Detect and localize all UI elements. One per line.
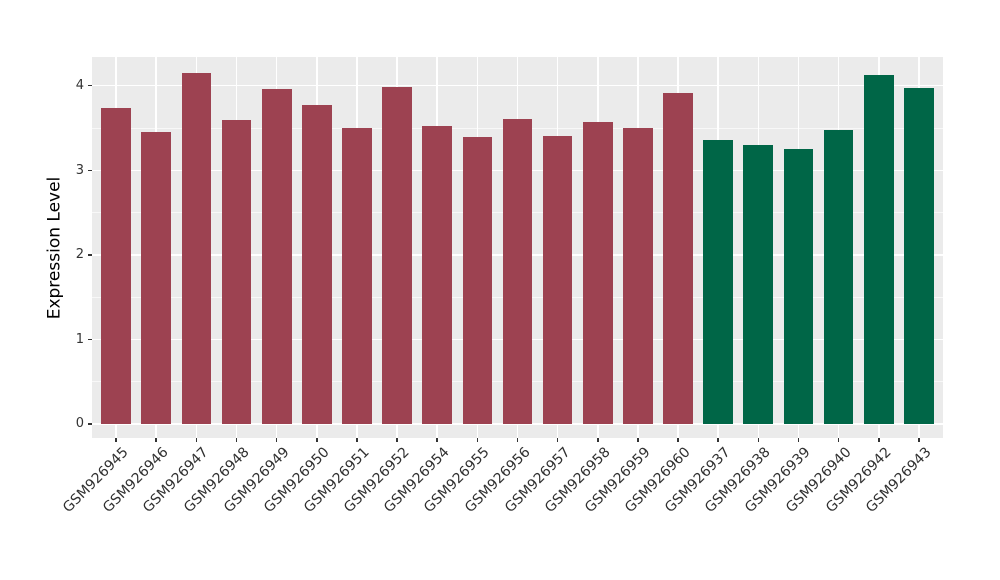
bar-GSM926959 (623, 128, 653, 424)
x-tick-mark (155, 438, 157, 442)
x-tick-mark (637, 438, 639, 442)
x-tick-mark (195, 438, 198, 442)
y-tick-label: 1 (75, 331, 84, 347)
bar-GSM926950 (301, 105, 332, 424)
bar-GSM926947 (181, 73, 212, 424)
x-tick-mark (837, 438, 840, 442)
x-tick-mark (356, 438, 358, 442)
x-tick-mark (757, 438, 760, 442)
bar-GSM926958 (582, 122, 613, 424)
bar-GSM926946 (141, 132, 172, 424)
x-tick-mark (717, 438, 719, 442)
bar-GSM926939 (783, 149, 814, 424)
x-tick-mark (597, 438, 599, 442)
y-tick-label: 2 (75, 247, 84, 263)
y-tick-mark (88, 423, 92, 425)
bar-GSM926955 (462, 137, 493, 424)
bar-GSM926937 (703, 139, 734, 424)
bar-GSM926949 (261, 89, 292, 424)
bar-GSM926945 (101, 107, 131, 424)
x-tick-mark (316, 438, 318, 442)
bar-GSM926956 (502, 118, 533, 424)
bar-GSM926948 (221, 119, 252, 424)
bar-GSM926957 (542, 135, 573, 424)
bar-GSM926960 (663, 92, 693, 424)
bar-GSM926952 (382, 87, 412, 424)
x-tick-mark (396, 438, 398, 442)
x-tick-mark (797, 438, 800, 442)
x-tick-mark (878, 438, 880, 442)
bar-GSM926942 (863, 74, 894, 424)
x-tick-mark (476, 438, 479, 442)
y-tick-mark (88, 338, 92, 341)
y-tick-label: 3 (75, 162, 84, 178)
bar-GSM926943 (904, 88, 934, 424)
x-tick-mark (115, 438, 117, 442)
x-tick-mark (436, 438, 438, 442)
x-tick-mark (918, 438, 920, 442)
y-tick-mark (88, 169, 92, 172)
bar-GSM926940 (823, 129, 854, 424)
bar-GSM926951 (342, 128, 372, 424)
x-tick-mark (556, 438, 559, 442)
y-tick-mark (88, 84, 92, 87)
y-tick-mark (88, 254, 92, 256)
y-tick-label: 4 (75, 78, 84, 94)
plot-panel (92, 57, 943, 438)
x-tick-mark (275, 438, 278, 442)
bar-GSM926938 (743, 144, 774, 424)
x-tick-mark (677, 438, 679, 442)
x-tick-mark (235, 438, 238, 442)
y-tick-label: 0 (75, 416, 84, 432)
bar-GSM926954 (422, 126, 453, 424)
x-tick-mark (516, 438, 519, 442)
